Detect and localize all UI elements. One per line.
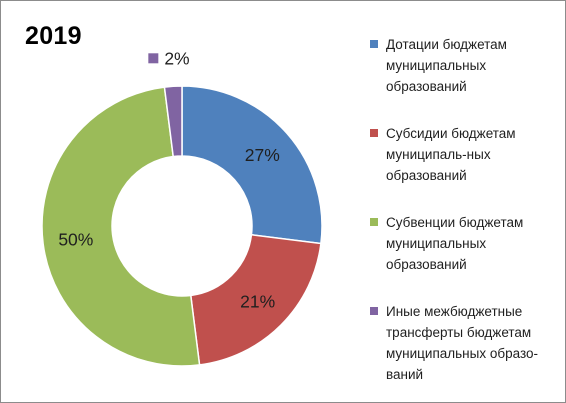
legend-label-subsidii: Субсидии бюджетам муниципаль-ных образов… <box>386 126 516 183</box>
legend-label-subvencii: Субвенции бюджетам муниципальных образов… <box>386 215 524 272</box>
legend-swatch-dotacii <box>370 40 378 48</box>
data-label-subsidii: 21% <box>240 292 275 312</box>
label-marker-inye-transferty <box>148 53 159 64</box>
legend-label-inye-transferty: Иные межбюджетные трансферты бюджетам му… <box>386 304 538 382</box>
data-label-dotacii: 27% <box>245 145 280 165</box>
slice-inye-transferty <box>163 85 183 158</box>
data-label-inye-transferty: 2% <box>164 48 189 68</box>
legend-swatch-subvencii <box>370 218 378 226</box>
slice-subvencii <box>41 86 201 367</box>
slice-subsidii <box>189 233 322 366</box>
legend-swatch-subsidii <box>370 129 378 137</box>
slice-dotacii <box>181 85 323 245</box>
data-label-subvencii: 50% <box>58 229 93 249</box>
legend-swatch-inye-transferty <box>370 307 378 315</box>
legend-label-dotacii: Дотации бюджетам муниципальных образован… <box>386 37 507 94</box>
chart-title: 2019 <box>25 22 82 50</box>
